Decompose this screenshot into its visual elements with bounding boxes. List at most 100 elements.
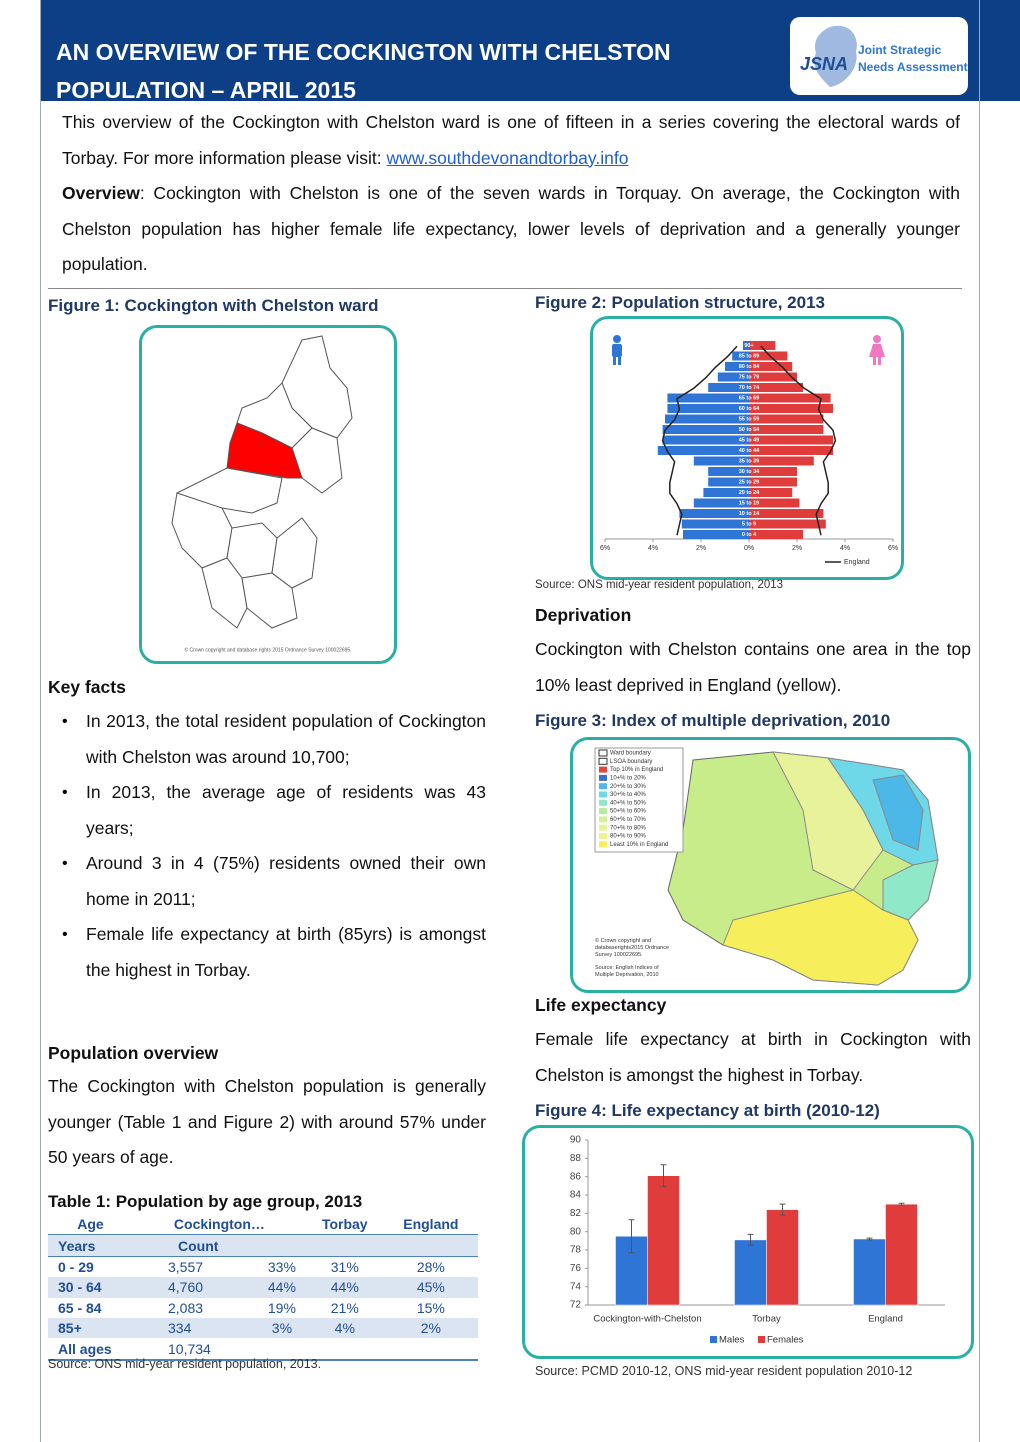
table-cell: 44% (267, 1279, 296, 1296)
pyramid-chart: 6% 4% 2% 0% 2% 4% 6% 90+ 85 to 89 80 to 84 75 to 7… (600, 335, 898, 566)
age-label: 30 to 34 (739, 469, 760, 475)
table-cell: All ages (58, 1340, 112, 1357)
age-label: 65 to 69 (739, 396, 759, 402)
legend-swatch (599, 833, 607, 839)
map-area (772, 751, 884, 891)
age-label: 45 to 49 (739, 438, 759, 444)
header-cell: England (403, 1216, 459, 1233)
chart-frame: 6% 4% 2% 0% 2% 4% 6% 90+ 85 to 89 80 to 84 75 to 7… (590, 316, 904, 580)
map-area (872, 774, 924, 851)
y-tick-label: 80 (570, 1226, 582, 1237)
female-bar (749, 509, 824, 518)
y-tick-label: 74 (570, 1281, 582, 1292)
x-tick-label: 2% (792, 545, 802, 552)
x-tick-label: 6% (600, 545, 610, 552)
figure-title: Figure 3: Index of multiple deprivation,… (535, 711, 891, 730)
logo-mark: JSNA (800, 54, 848, 74)
header-cell: Count (178, 1237, 219, 1254)
male-bar (703, 488, 749, 497)
legend-swatch (598, 749, 608, 757)
male-bar (679, 509, 749, 518)
legend-swatch (599, 824, 607, 831)
chart-frame: 72 74 76 78 80 82 84 86 88 90 Cockington-with-Chel… (522, 1125, 974, 1359)
legend-swatch (599, 816, 607, 823)
figure-title: Figure 2: Population structure, 2013 (535, 293, 826, 312)
page-border (40, 0, 980, 1442)
female-bar (749, 446, 833, 455)
bullet-text: Around 3 in 4 (75%) residents owned thei… (86, 853, 486, 909)
title: AN OVERVIEW OF THE COCKINGTON WITH CHELS… (56, 33, 671, 109)
legend-swatch (599, 808, 607, 815)
error-bar (866, 1237, 873, 1241)
table-cell: 44% (330, 1279, 359, 1296)
rule (48, 288, 962, 289)
bar (734, 1239, 767, 1306)
table-cell: 85+ (58, 1320, 82, 1337)
header-cell: Torbay (321, 1216, 368, 1233)
x-tick-label: 0% (744, 545, 754, 552)
x-tick-label: 2% (696, 545, 706, 552)
legend-label: 50+% to 60% (610, 809, 647, 815)
x-tick-label: 4% (840, 545, 850, 552)
legend-label: Females (767, 1335, 804, 1346)
age-label: 70 to 74 (739, 385, 760, 391)
table-subheader: Years Count (48, 1234, 478, 1257)
legend-swatch (710, 1336, 717, 1343)
figure-title: Figure 4: Life expectancy at birth (2010… (535, 1101, 880, 1120)
table-cell: 4,760 (168, 1279, 204, 1296)
x-tick-label: 4% (648, 545, 658, 552)
x-tick-label: England (868, 1314, 903, 1325)
section-title: Deprivation (535, 605, 632, 625)
bar (647, 1175, 680, 1306)
female-bar (749, 456, 814, 466)
figure-title: Figure 1: Cockington with Chelston ward (48, 296, 379, 315)
male-bar (667, 404, 749, 413)
legend-label: Males (719, 1335, 745, 1346)
legend-swatch (599, 766, 607, 773)
table-cell: 4% (334, 1320, 355, 1337)
empty-cell (384, 1338, 478, 1359)
source: Source: ONS mid-year resident population… (535, 579, 784, 591)
male-bar (717, 372, 749, 382)
header-cell: Years (58, 1237, 96, 1254)
table-cell: 3,557 (168, 1258, 204, 1275)
table-cell: 334 (168, 1320, 192, 1337)
age-label: 90+ (744, 343, 753, 349)
logo-text: Joint Strategic (858, 43, 942, 57)
legend-swatch (599, 791, 607, 798)
table-cell: 15% (416, 1299, 445, 1316)
legend-label: 60+% to 70% (610, 817, 647, 823)
paragraph: The Cockington with Chelston population … (48, 1076, 486, 1167)
y-tick-label: 78 (570, 1245, 582, 1256)
overview-text: : Cockington with Chelston is one of the… (62, 183, 960, 274)
table-row: All ages 10,734 (48, 1338, 478, 1360)
table-cell: 3% (271, 1320, 293, 1337)
link[interactable]: www.southdevonandtorbay.info (386, 147, 629, 168)
error-bar (660, 1164, 667, 1188)
legend-label: 30+% to 40% (610, 792, 647, 798)
age-label: 15 to 19 (739, 501, 759, 507)
table-cell: 30 - 64 (58, 1279, 102, 1296)
england-line (760, 345, 837, 536)
bullet-text: In 2013, the total resident population o… (86, 711, 486, 767)
female-bar (749, 404, 833, 413)
empty-cell (258, 1235, 478, 1256)
female-bar (749, 498, 800, 508)
female-bar (749, 477, 797, 487)
map-frame: © Crown copyright and databaserights2015… (570, 737, 971, 993)
error-bar (898, 1202, 905, 1206)
male-bar (725, 362, 749, 371)
table-title: Table 1: Population by age group, 2013 (48, 1192, 363, 1211)
source: Source: PCMD 2010-12, ONS mid-year resid… (535, 1364, 913, 1378)
age-label: 20 to 24 (739, 490, 760, 496)
bar (853, 1238, 886, 1306)
ward-map: © Crown copyright and database rights 20… (171, 335, 353, 653)
logo-text: Needs Assessment (858, 60, 968, 74)
legend-swatch (599, 799, 607, 806)
legend-label: England (844, 559, 870, 566)
table-row: 30 - 64 4,760 44% 44% 45% (48, 1277, 478, 1298)
error-bar (779, 1203, 786, 1216)
female-bar (749, 393, 831, 403)
female-bar (749, 372, 797, 382)
table-cell: 33% (267, 1258, 296, 1275)
